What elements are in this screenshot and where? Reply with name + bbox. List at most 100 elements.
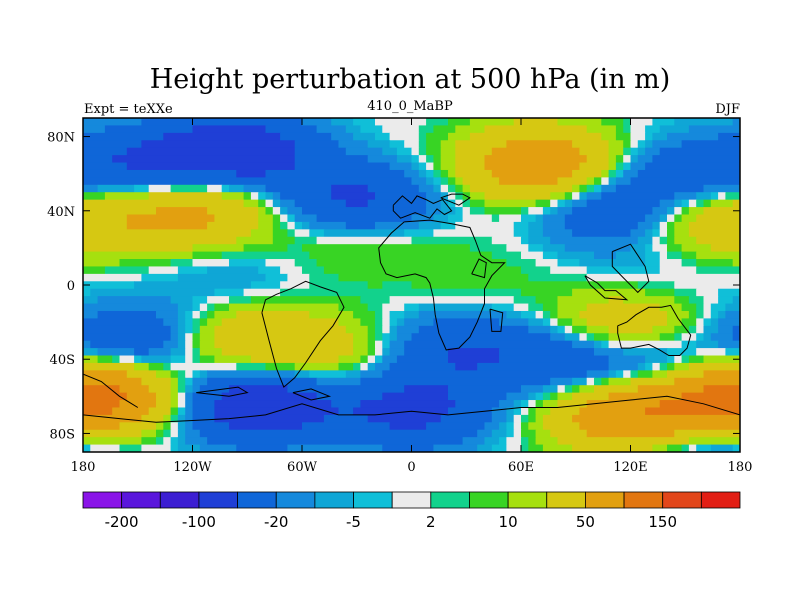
- contour-cell: [287, 229, 296, 238]
- contour-cell: [469, 192, 486, 201]
- contour-cell: [170, 400, 179, 409]
- contour-cell: [331, 118, 354, 127]
- contour-cell: [550, 199, 559, 208]
- contour-cell: [659, 333, 675, 342]
- contour-cell: [214, 214, 259, 223]
- contour-cell: [170, 362, 237, 371]
- contour-cell: [528, 444, 544, 452]
- y-tick-label: 40S: [50, 353, 75, 368]
- contour-cell: [696, 266, 740, 275]
- contour-cell: [119, 355, 135, 364]
- contour-cell: [513, 407, 522, 416]
- contour-cell: [688, 362, 740, 371]
- contour-cell: [528, 236, 551, 245]
- contour-cell: [294, 162, 391, 171]
- contour-cell: [542, 303, 559, 312]
- contour-field: [83, 118, 740, 452]
- contour-cell: [674, 377, 740, 386]
- contour-cell: [83, 162, 128, 171]
- contour-cell: [586, 266, 661, 275]
- contour-cell: [513, 118, 559, 127]
- contour-cell: [448, 214, 464, 223]
- contour-cell: [360, 355, 369, 364]
- contour-cell: [353, 132, 376, 141]
- contour-cell: [229, 296, 252, 305]
- contour-cell: [389, 132, 420, 141]
- contour-cell: [659, 221, 668, 230]
- contour-cell: [83, 296, 99, 305]
- contour-cell: [382, 147, 398, 156]
- contour-cell: [469, 244, 507, 253]
- contour-cell: [630, 244, 646, 253]
- contour-cell: [389, 140, 405, 149]
- contour-cell: [696, 288, 719, 297]
- contour-cell: [148, 407, 172, 416]
- contour-cell: [615, 251, 646, 260]
- contour-cell: [667, 318, 683, 327]
- contour-cell: [258, 221, 274, 230]
- contour-cell: [112, 355, 121, 364]
- contour-cell: [506, 407, 515, 416]
- contour-cell: [418, 169, 427, 178]
- contour-cell: [353, 348, 369, 357]
- contour-cell: [360, 377, 551, 386]
- contour-cell: [375, 132, 391, 141]
- colorbar-swatch: [430, 491, 470, 509]
- contour-cell: [360, 400, 456, 409]
- contour-cell: [681, 333, 697, 342]
- contour-cell: [396, 318, 405, 327]
- contour-cell: [615, 125, 624, 134]
- contour-cell: [484, 422, 500, 431]
- contour-cell: [645, 214, 661, 223]
- contour-cell: [557, 177, 588, 186]
- contour-cell: [97, 310, 157, 319]
- contour-cell: [272, 236, 296, 245]
- contour-cell: [367, 155, 398, 164]
- contour-cell: [418, 184, 434, 193]
- contour-cell: [294, 140, 340, 149]
- contour-cell: [637, 155, 653, 164]
- contour-cell: [696, 444, 712, 452]
- contour-cell: [426, 422, 486, 431]
- contour-cell: [528, 221, 544, 230]
- contour-cell: [586, 199, 661, 208]
- contour-cell: [250, 192, 259, 201]
- contour-cell: [557, 318, 573, 327]
- contour-cell: [199, 340, 215, 349]
- contour-cell: [637, 362, 646, 371]
- contour-cell: [83, 273, 142, 282]
- contour-cell: [411, 281, 639, 290]
- contour-cell: [156, 429, 164, 438]
- contour-cell: [696, 259, 734, 268]
- contour-cell: [703, 199, 712, 208]
- contour-cell: [207, 184, 223, 193]
- contour-cell: [594, 184, 602, 193]
- contour-cell: [83, 400, 121, 409]
- contour-cell: [572, 392, 610, 401]
- colorbar-swatch: [507, 491, 548, 509]
- contour-cell: [177, 325, 186, 334]
- contour-cell: [207, 310, 215, 319]
- contour-cell: [389, 310, 405, 319]
- contour-cell: [404, 385, 449, 394]
- contour-cell: [594, 177, 602, 186]
- contour-cell: [674, 192, 697, 201]
- contour-cell: [725, 303, 740, 312]
- contour-cell: [382, 125, 420, 134]
- contour-cell: [199, 303, 208, 312]
- contour-cell: [294, 221, 303, 230]
- contour-cell: [674, 229, 690, 238]
- contour-cell: [83, 414, 142, 423]
- contour-cell: [608, 362, 639, 371]
- contour-cell: [243, 288, 281, 297]
- contour-cell: [221, 348, 354, 357]
- contour-cell: [703, 318, 712, 327]
- contour-cell: [608, 162, 617, 171]
- colorbar-swatch: [585, 491, 625, 509]
- contour-cell: [214, 325, 347, 334]
- contour-cell: [170, 422, 179, 431]
- contour-cell: [440, 177, 449, 186]
- contour-cell: [513, 429, 522, 438]
- contour-cell: [141, 355, 172, 364]
- contour-cell: [623, 348, 668, 357]
